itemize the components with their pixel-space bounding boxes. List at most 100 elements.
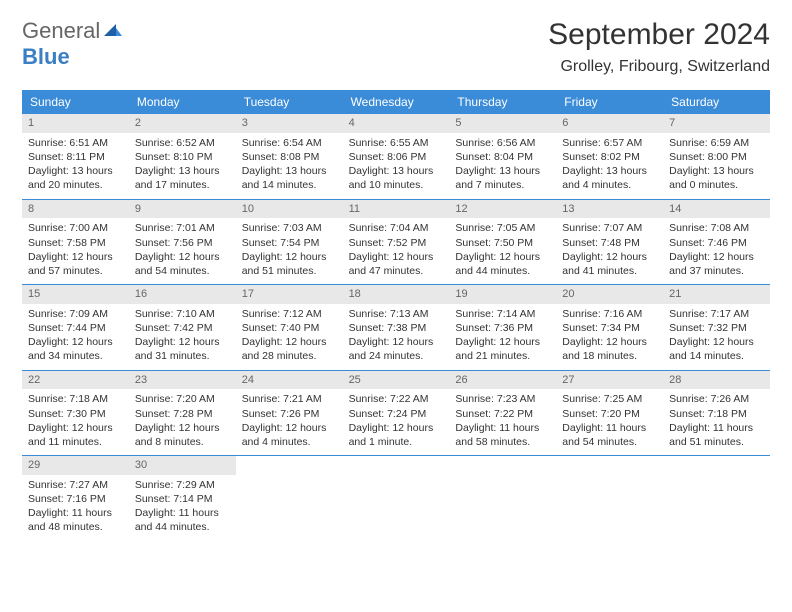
sunrise-text: Sunrise: 7:23 AM: [455, 392, 550, 406]
daylight-text-2: and 37 minutes.: [669, 264, 764, 278]
sunset-text: Sunset: 7:20 PM: [562, 407, 657, 421]
sunrise-text: Sunrise: 6:52 AM: [135, 136, 230, 150]
day-number: 17: [236, 285, 343, 304]
calendar-day: 6Sunrise: 6:57 AMSunset: 8:02 PMDaylight…: [556, 114, 663, 199]
daylight-text-1: Daylight: 11 hours: [562, 421, 657, 435]
sunrise-text: Sunrise: 7:08 AM: [669, 221, 764, 235]
sunrise-text: Sunrise: 7:14 AM: [455, 307, 550, 321]
calendar-day: 8Sunrise: 7:00 AMSunset: 7:58 PMDaylight…: [22, 200, 129, 285]
sunrise-text: Sunrise: 7:01 AM: [135, 221, 230, 235]
daylight-text-1: Daylight: 12 hours: [669, 250, 764, 264]
sunset-text: Sunset: 7:18 PM: [669, 407, 764, 421]
sunset-text: Sunset: 7:48 PM: [562, 236, 657, 250]
calendar-day: 18Sunrise: 7:13 AMSunset: 7:38 PMDayligh…: [343, 285, 450, 370]
daylight-text-1: Daylight: 11 hours: [455, 421, 550, 435]
sunrise-text: Sunrise: 7:26 AM: [669, 392, 764, 406]
daylight-text-1: Daylight: 12 hours: [28, 421, 123, 435]
day-number: 26: [449, 371, 556, 390]
daylight-text-1: Daylight: 12 hours: [135, 250, 230, 264]
day-header: Sunday: [22, 90, 129, 114]
sunrise-text: Sunrise: 7:21 AM: [242, 392, 337, 406]
sunrise-text: Sunrise: 7:27 AM: [28, 478, 123, 492]
sunset-text: Sunset: 8:02 PM: [562, 150, 657, 164]
daylight-text-2: and 17 minutes.: [135, 178, 230, 192]
sunrise-text: Sunrise: 6:56 AM: [455, 136, 550, 150]
daylight-text-2: and 44 minutes.: [135, 520, 230, 534]
daylight-text-2: and 51 minutes.: [669, 435, 764, 449]
day-number: 9: [129, 200, 236, 219]
daylight-text-2: and 31 minutes.: [135, 349, 230, 363]
calendar-week: 1Sunrise: 6:51 AMSunset: 8:11 PMDaylight…: [22, 114, 770, 200]
daylight-text-2: and 44 minutes.: [455, 264, 550, 278]
month-title: September 2024: [548, 18, 770, 52]
sunset-text: Sunset: 7:54 PM: [242, 236, 337, 250]
daylight-text-2: and 14 minutes.: [669, 349, 764, 363]
day-number: 29: [22, 456, 129, 475]
day-header: Friday: [556, 90, 663, 114]
day-number: 6: [556, 114, 663, 133]
daylight-text-2: and 54 minutes.: [562, 435, 657, 449]
daylight-text-2: and 8 minutes.: [135, 435, 230, 449]
calendar-day: 3Sunrise: 6:54 AMSunset: 8:08 PMDaylight…: [236, 114, 343, 199]
day-number: 28: [663, 371, 770, 390]
calendar-day: 20Sunrise: 7:16 AMSunset: 7:34 PMDayligh…: [556, 285, 663, 370]
sunset-text: Sunset: 7:34 PM: [562, 321, 657, 335]
calendar-day: 12Sunrise: 7:05 AMSunset: 7:50 PMDayligh…: [449, 200, 556, 285]
sunrise-text: Sunrise: 7:10 AM: [135, 307, 230, 321]
day-number: 19: [449, 285, 556, 304]
daylight-text-2: and 21 minutes.: [455, 349, 550, 363]
day-number: 20: [556, 285, 663, 304]
daylight-text-1: Daylight: 12 hours: [349, 250, 444, 264]
daylight-text-2: and 4 minutes.: [562, 178, 657, 192]
daylight-text-2: and 1 minute.: [349, 435, 444, 449]
sunrise-text: Sunrise: 7:07 AM: [562, 221, 657, 235]
sunrise-text: Sunrise: 7:29 AM: [135, 478, 230, 492]
daylight-text-2: and 54 minutes.: [135, 264, 230, 278]
day-header: Thursday: [449, 90, 556, 114]
daylight-text-1: Daylight: 13 hours: [669, 164, 764, 178]
calendar-day: 17Sunrise: 7:12 AMSunset: 7:40 PMDayligh…: [236, 285, 343, 370]
day-number: 24: [236, 371, 343, 390]
sunset-text: Sunset: 7:58 PM: [28, 236, 123, 250]
daylight-text-1: Daylight: 12 hours: [28, 335, 123, 349]
day-number: 15: [22, 285, 129, 304]
daylight-text-2: and 51 minutes.: [242, 264, 337, 278]
sunset-text: Sunset: 7:30 PM: [28, 407, 123, 421]
calendar-day: 9Sunrise: 7:01 AMSunset: 7:56 PMDaylight…: [129, 200, 236, 285]
calendar-day-empty: [343, 456, 450, 541]
day-header: Wednesday: [343, 90, 450, 114]
calendar-day-empty: [663, 456, 770, 541]
calendar-day: 24Sunrise: 7:21 AMSunset: 7:26 PMDayligh…: [236, 371, 343, 456]
calendar-day: 23Sunrise: 7:20 AMSunset: 7:28 PMDayligh…: [129, 371, 236, 456]
daylight-text-1: Daylight: 12 hours: [455, 335, 550, 349]
daylight-text-2: and 34 minutes.: [28, 349, 123, 363]
daylight-text-1: Daylight: 12 hours: [135, 421, 230, 435]
calendar-day: 16Sunrise: 7:10 AMSunset: 7:42 PMDayligh…: [129, 285, 236, 370]
calendar-week: 15Sunrise: 7:09 AMSunset: 7:44 PMDayligh…: [22, 285, 770, 371]
daylight-text-1: Daylight: 12 hours: [349, 421, 444, 435]
daylight-text-2: and 4 minutes.: [242, 435, 337, 449]
daylight-text-1: Daylight: 12 hours: [242, 250, 337, 264]
daylight-text-2: and 24 minutes.: [349, 349, 444, 363]
calendar-day-empty: [556, 456, 663, 541]
day-number: 30: [129, 456, 236, 475]
daylight-text-1: Daylight: 13 hours: [349, 164, 444, 178]
day-number: 22: [22, 371, 129, 390]
day-number: 16: [129, 285, 236, 304]
sunrise-text: Sunrise: 6:57 AM: [562, 136, 657, 150]
calendar-day: 29Sunrise: 7:27 AMSunset: 7:16 PMDayligh…: [22, 456, 129, 541]
calendar-day: 14Sunrise: 7:08 AMSunset: 7:46 PMDayligh…: [663, 200, 770, 285]
daylight-text-1: Daylight: 12 hours: [669, 335, 764, 349]
daylight-text-2: and 7 minutes.: [455, 178, 550, 192]
day-number: 3: [236, 114, 343, 133]
sunset-text: Sunset: 7:36 PM: [455, 321, 550, 335]
day-number: 18: [343, 285, 450, 304]
calendar-week: 29Sunrise: 7:27 AMSunset: 7:16 PMDayligh…: [22, 456, 770, 541]
sunset-text: Sunset: 7:22 PM: [455, 407, 550, 421]
sunrise-text: Sunrise: 7:03 AM: [242, 221, 337, 235]
daylight-text-1: Daylight: 12 hours: [455, 250, 550, 264]
location-title: Grolley, Fribourg, Switzerland: [548, 58, 770, 76]
calendar-day: 1Sunrise: 6:51 AMSunset: 8:11 PMDaylight…: [22, 114, 129, 199]
daylight-text-2: and 14 minutes.: [242, 178, 337, 192]
calendar-day: 22Sunrise: 7:18 AMSunset: 7:30 PMDayligh…: [22, 371, 129, 456]
